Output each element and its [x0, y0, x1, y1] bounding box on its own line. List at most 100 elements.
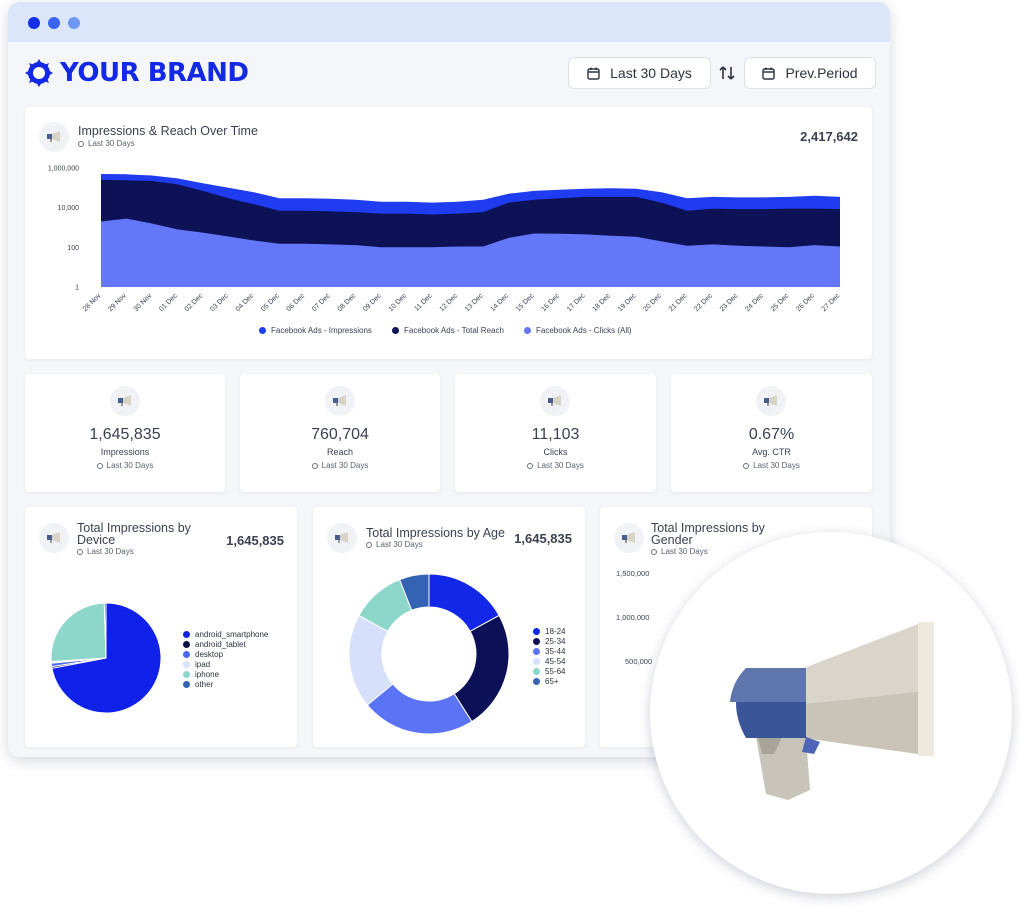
area-series-2: [101, 218, 840, 287]
device-legend-other[interactable]: other: [183, 679, 213, 689]
x-tick-label: 01 Dec: [158, 292, 179, 313]
x-tick-label: 12 Dec: [439, 292, 460, 313]
x-tick-label: 27 Dec: [821, 292, 842, 313]
window-maximize-dot[interactable]: [68, 17, 80, 29]
kpi-value: 11,103: [531, 426, 580, 443]
kpi-value: 760,704: [311, 426, 369, 443]
device-card-subtitle: Last 30 Days: [77, 547, 134, 556]
age-card-subtitle: Last 30 Days: [366, 540, 423, 549]
age-legend-25-34[interactable]: 25-34: [533, 636, 565, 646]
device-card: Total Impressions by Device Last 30 Days…: [25, 507, 297, 747]
brand-logo[interactable]: YOUR BRAND: [24, 58, 249, 88]
brand-sun-icon: [25, 59, 53, 87]
device-legend-android-tablet[interactable]: android_tablet: [183, 639, 246, 649]
y-tick-label: 10,000: [58, 205, 80, 212]
window-minimize-dot[interactable]: [48, 17, 60, 29]
kpi-subtitle: Last 30 Days: [25, 461, 225, 470]
legend-impressions[interactable]: Facebook Ads - Impressions: [259, 326, 372, 335]
age-card-total: 1,645,835: [514, 531, 572, 546]
clock-icon: [527, 462, 534, 469]
x-tick-label: 25 Dec: [770, 292, 791, 313]
legend-clicks[interactable]: Facebook Ads - Clicks (All): [524, 326, 632, 335]
gender-card-title-line2: Gender: [651, 533, 693, 547]
area-chart: 1,000,000 10,000 100 1 28 Nov 29 Nov 30 Nov 01…: [48, 166, 842, 314]
device-legend-android-smartphone[interactable]: android_smartphone: [183, 629, 268, 639]
age-donut-chart: [349, 574, 509, 734]
gender-ytick-3: 500,000: [625, 657, 653, 666]
x-tick-label: 23 Dec: [719, 292, 740, 313]
calendar-icon: [587, 67, 600, 80]
age-card: Total Impressions by Age Last 30 Days 1,…: [313, 507, 585, 747]
age-card-title: Total Impressions by Age: [366, 526, 505, 540]
x-tick-label: 29 Nov: [107, 292, 128, 313]
x-tick-label: 05 Dec: [260, 292, 281, 313]
kpi-ctr-card: 0.67% Avg. CTR Last 30 Days: [671, 374, 872, 492]
megaphone-icon: [540, 386, 570, 416]
kpi-impressions-card: 1,645,835 Impressions Last 30 Days: [25, 374, 225, 492]
x-tick-label: 17 Dec: [566, 292, 587, 313]
x-tick-label: 19 Dec: [617, 292, 638, 313]
compare-period-button[interactable]: Prev.Period: [744, 57, 876, 89]
age-legend-65-plus[interactable]: 65+: [533, 676, 559, 686]
age-slice-25-34[interactable]: [453, 614, 509, 723]
megaphone-icon: [756, 386, 786, 416]
compare-period-label: Prev.Period: [785, 65, 858, 81]
kpi-label: Impressions: [100, 447, 150, 457]
device-card-title-line2: Device: [77, 533, 116, 547]
device-legend-iphone[interactable]: iphone: [183, 669, 219, 679]
kpi-subtitle: Last 30 Days: [240, 461, 440, 470]
x-tick-label: 07 Dec: [311, 292, 332, 313]
age-slice-65-[interactable]: [398, 574, 430, 611]
device-legend-desktop[interactable]: desktop: [183, 649, 223, 659]
age-legend-35-44[interactable]: 35-44: [533, 646, 565, 656]
x-tick-label: 18 Dec: [591, 292, 612, 313]
window-close-dot[interactable]: [28, 17, 40, 29]
x-tick-label: 15 Dec: [515, 292, 536, 313]
main-chart-subtitle: Last 30 Days: [78, 139, 135, 148]
main-chart-title: Impressions & Reach Over Time: [78, 124, 258, 138]
clock-icon: [366, 541, 372, 548]
device-slice-iphone[interactable]: [50, 602, 107, 662]
gender-card-subtitle: Last 30 Days: [651, 547, 708, 556]
legend-total-reach[interactable]: Facebook Ads - Total Reach: [392, 326, 504, 335]
megaphone-icon: [614, 523, 644, 553]
gender-ytick-1: 1,500,000: [616, 569, 650, 578]
x-tick-label: 16 Dec: [540, 292, 561, 313]
clock-icon: [651, 548, 657, 555]
kpi-value: 0.67%: [748, 426, 795, 443]
x-tick-label: 13 Dec: [464, 292, 485, 313]
dashboard-window: YOUR BRAND Last 30 Days Prev.Period Impr…: [8, 2, 890, 757]
megaphone-illustration: [650, 532, 1012, 894]
x-tick-label: 26 Dec: [795, 292, 816, 313]
y-tick-label: 1: [75, 285, 79, 292]
x-tick-label: 06 Dec: [286, 292, 307, 313]
calendar-icon: [762, 67, 776, 80]
y-tick-label: 100: [67, 245, 79, 252]
x-tick-label: 11 Dec: [413, 292, 434, 313]
age-legend-45-54[interactable]: 45-54: [533, 656, 565, 666]
age-legend-18-24[interactable]: 18-24: [533, 626, 565, 636]
kpi-subtitle: Last 30 Days: [671, 461, 872, 470]
kpi-subtitle: Last 30 Days: [455, 461, 656, 470]
x-tick-label: 04 Dec: [235, 292, 256, 313]
clock-icon: [311, 462, 318, 469]
x-tick-label: 22 Dec: [693, 292, 714, 313]
date-range-button[interactable]: Last 30 Days: [568, 57, 711, 89]
date-range-label: Last 30 Days: [610, 65, 692, 81]
swap-icon[interactable]: [718, 64, 736, 87]
device-card-total: 1,645,835: [226, 533, 284, 548]
device-slice-other[interactable]: [103, 602, 107, 659]
y-tick-label: 1,000,000: [48, 166, 79, 173]
gender-ytick-2: 1,000,000: [616, 613, 650, 622]
x-tick-label: 09 Dec: [362, 292, 383, 313]
title-bar: [8, 2, 890, 42]
x-tick-label: 02 Dec: [184, 292, 205, 313]
x-tick-label: 21 Dec: [668, 292, 689, 313]
device-legend-ipad[interactable]: ipad: [183, 659, 210, 669]
age-legend-55-64[interactable]: 55-64: [533, 666, 565, 676]
x-tick-label: 08 Dec: [337, 292, 358, 313]
x-tick-label: 03 Dec: [209, 292, 230, 313]
x-tick-label: 24 Dec: [744, 292, 765, 313]
kpi-value: 1,645,835: [89, 426, 161, 443]
x-tick-label: 10 Dec: [388, 292, 409, 313]
